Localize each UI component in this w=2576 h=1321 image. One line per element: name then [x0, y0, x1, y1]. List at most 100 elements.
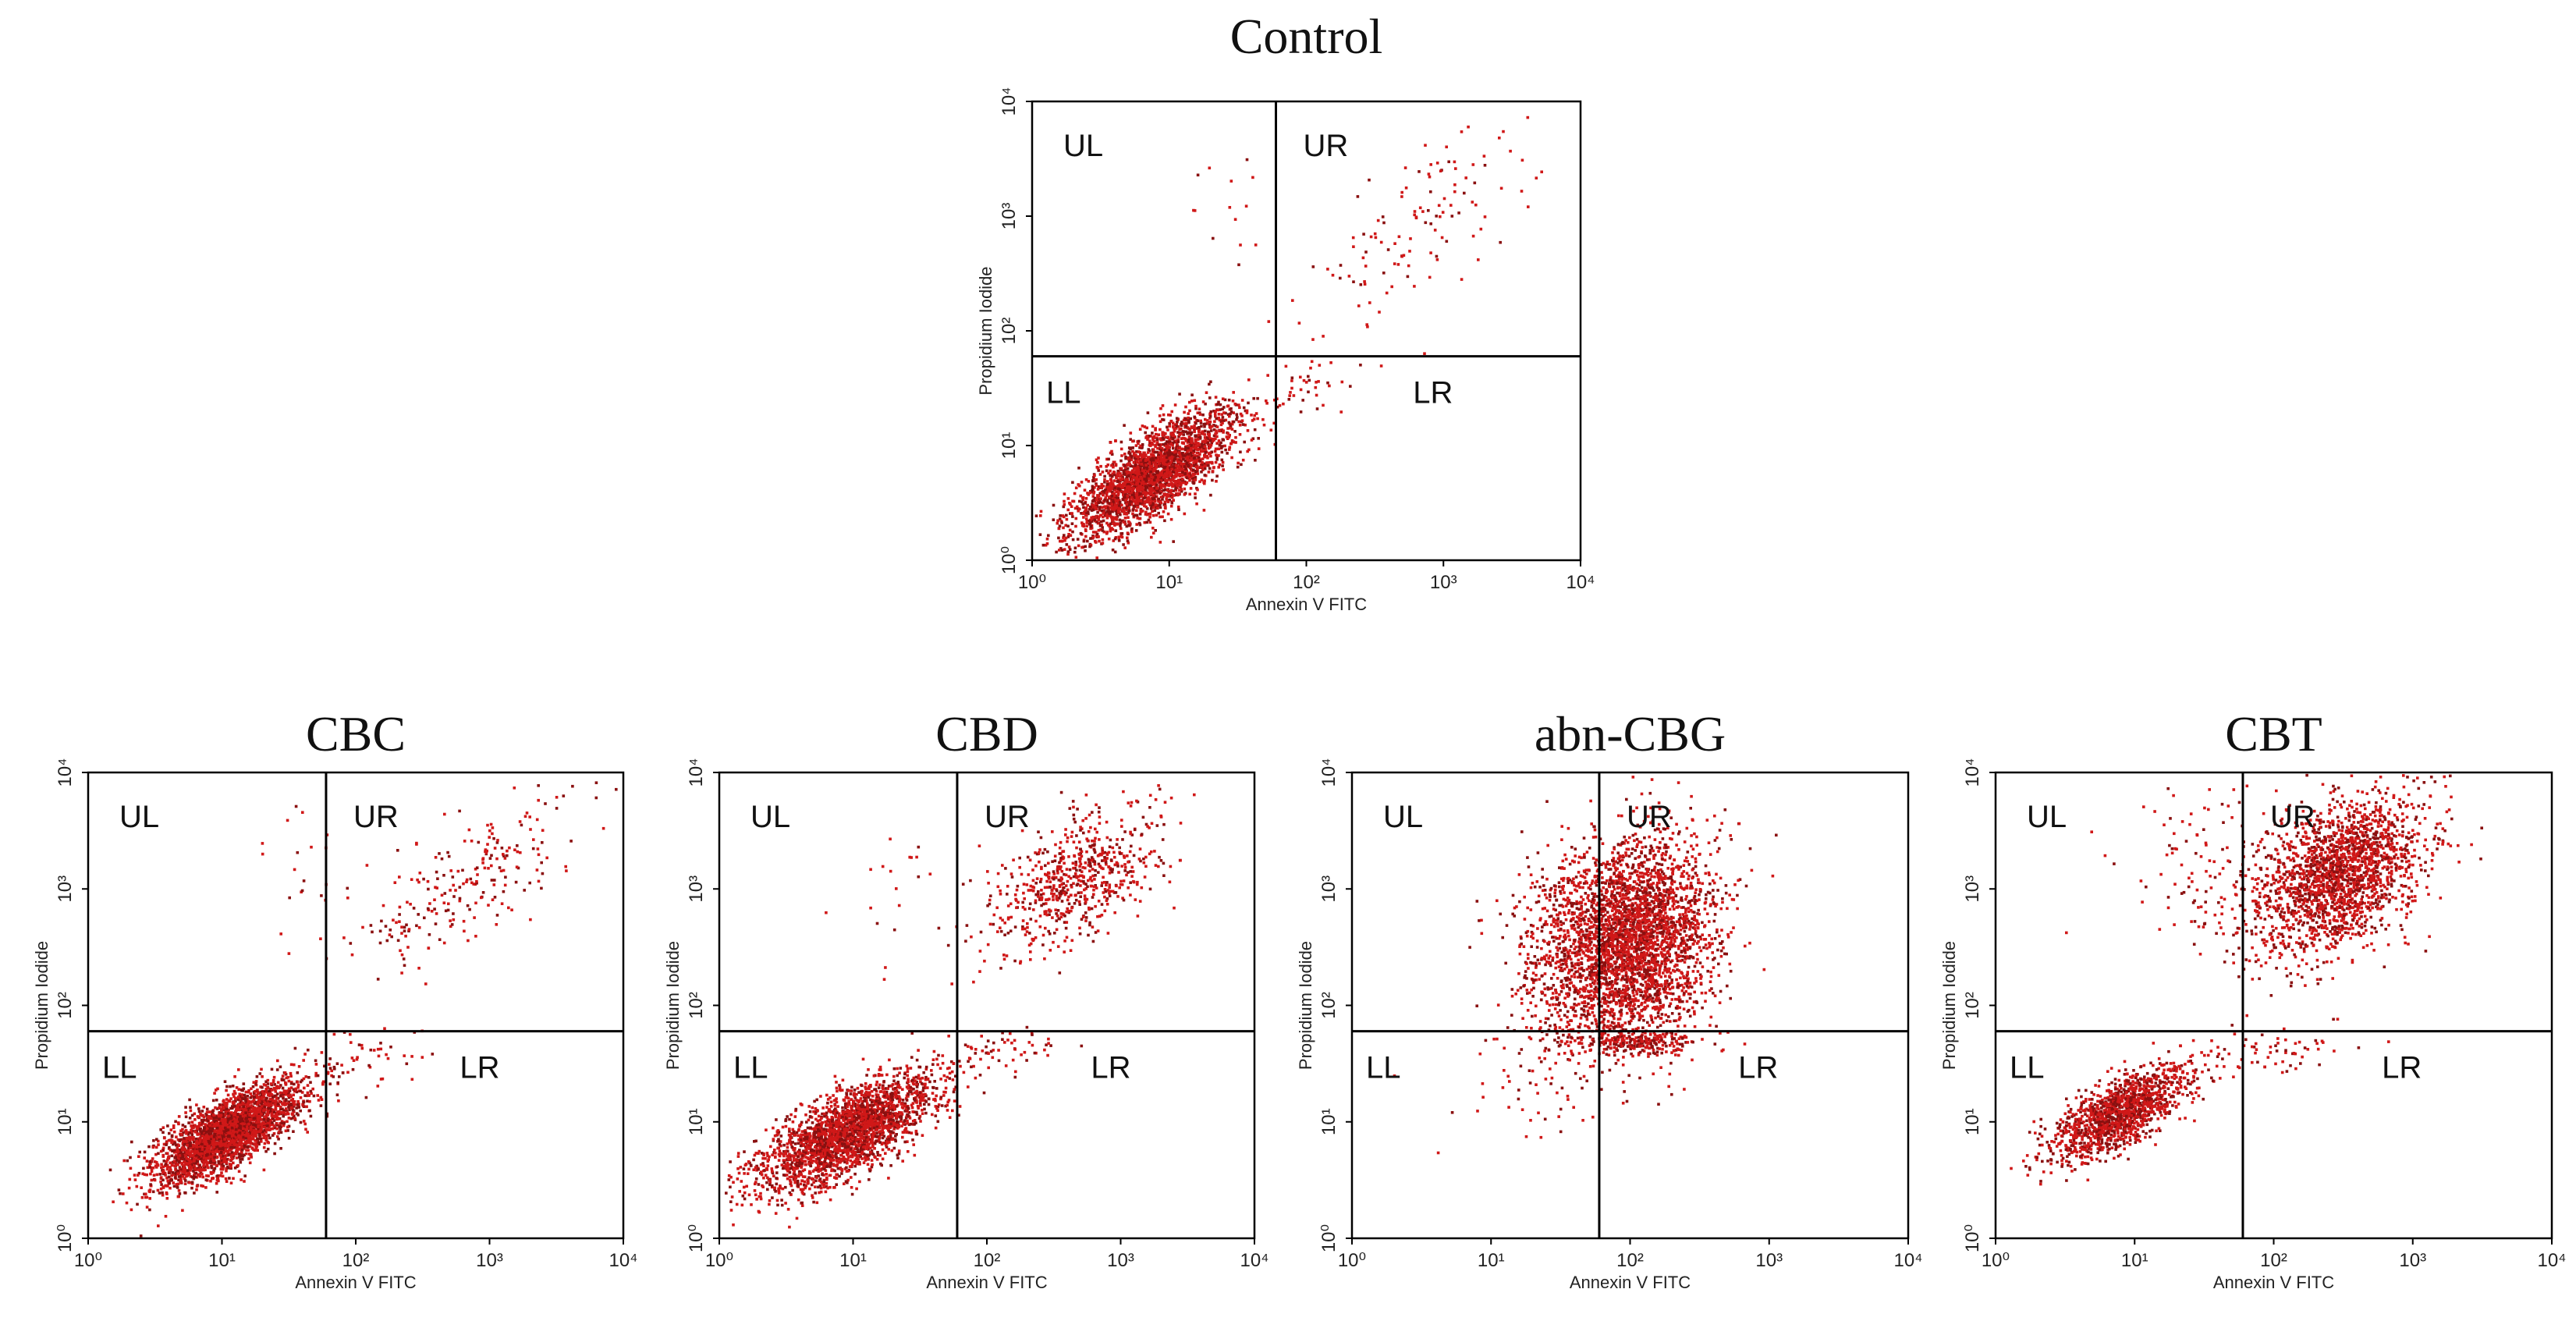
event-point	[237, 1143, 240, 1147]
event-point	[1138, 473, 1141, 477]
event-point	[1172, 474, 1176, 478]
event-point	[178, 1139, 181, 1142]
event-point	[1121, 478, 1124, 481]
event-point	[1290, 379, 1293, 382]
event-point	[247, 1088, 250, 1092]
event-point	[321, 1080, 325, 1084]
event-point	[1135, 509, 1138, 512]
event-point	[1077, 510, 1080, 513]
event-point	[254, 1080, 258, 1083]
event-point	[1104, 505, 1107, 508]
event-point	[1070, 505, 1073, 508]
event-point	[1160, 486, 1163, 489]
event-point	[1173, 435, 1176, 439]
event-point	[1228, 434, 1231, 437]
event-point	[161, 1146, 165, 1150]
event-point	[1174, 480, 1177, 484]
event-point	[246, 1095, 249, 1098]
event-point	[1103, 499, 1106, 502]
event-point	[227, 1120, 230, 1124]
event-point	[197, 1116, 201, 1119]
event-point	[1123, 512, 1127, 516]
event-point	[1170, 482, 1173, 486]
event-point	[1175, 423, 1178, 426]
event-point	[246, 1113, 250, 1117]
event-point	[1135, 523, 1138, 526]
event-point	[1141, 471, 1145, 474]
event-point	[1044, 543, 1048, 547]
event-point	[1201, 400, 1205, 403]
event-point	[1152, 482, 1155, 486]
event-point	[1244, 204, 1248, 208]
event-point	[1162, 418, 1166, 421]
event-point	[237, 1148, 241, 1151]
event-point	[1428, 275, 1432, 279]
event-point	[288, 1103, 291, 1107]
event-point	[272, 1086, 276, 1090]
event-point	[198, 1167, 201, 1170]
event-point	[245, 1117, 248, 1120]
event-point	[1148, 456, 1151, 459]
event-point	[1129, 487, 1133, 491]
event-point	[1126, 508, 1129, 512]
event-point	[1167, 475, 1170, 479]
event-point	[1164, 435, 1168, 439]
event-point	[1189, 487, 1193, 490]
event-point	[168, 1131, 171, 1135]
event-point	[1150, 488, 1154, 492]
event-point	[1100, 482, 1104, 486]
event-point	[1155, 432, 1158, 436]
event-point	[254, 1146, 258, 1150]
event-point	[1166, 425, 1169, 429]
event-point	[170, 1139, 174, 1142]
event-point	[1091, 517, 1094, 521]
event-point	[1363, 280, 1366, 283]
event-point	[1137, 517, 1141, 520]
event-point	[1155, 441, 1159, 444]
event-point	[1159, 443, 1163, 446]
event-point	[1067, 545, 1071, 549]
event-point	[1148, 460, 1151, 463]
event-point	[183, 1177, 186, 1180]
event-point	[304, 1075, 308, 1078]
event-point	[1196, 419, 1200, 423]
event-point	[197, 1125, 200, 1129]
event-point	[1073, 506, 1077, 510]
event-point	[1128, 498, 1132, 501]
event-point	[177, 1178, 180, 1182]
event-point	[1111, 510, 1114, 513]
event-point	[1084, 517, 1088, 520]
event-point	[202, 1152, 206, 1156]
event-point	[1190, 441, 1194, 445]
event-point	[1204, 451, 1208, 454]
event-point	[1146, 496, 1150, 500]
event-point	[190, 1113, 194, 1117]
event-point	[1151, 460, 1155, 463]
event-point	[1153, 473, 1157, 477]
event-point	[1115, 506, 1119, 510]
event-point	[225, 1149, 228, 1153]
event-point	[1069, 512, 1072, 515]
event-point	[1082, 539, 1086, 543]
event-point	[1182, 418, 1186, 422]
event-point	[1479, 227, 1483, 231]
event-point	[1197, 456, 1200, 459]
event-point	[1198, 446, 1202, 449]
event-point	[1095, 541, 1098, 544]
event-point	[170, 1163, 174, 1167]
event-point	[1269, 428, 1273, 431]
event-point	[1208, 420, 1212, 424]
event-point	[1071, 538, 1075, 542]
event-point	[1057, 536, 1060, 540]
event-point	[1124, 489, 1128, 493]
event-point	[1137, 499, 1141, 502]
event-point	[204, 1146, 207, 1149]
event-point	[1230, 422, 1234, 426]
event-point	[1379, 364, 1383, 368]
event-point	[1397, 235, 1401, 239]
event-point	[1154, 503, 1158, 506]
event-point	[286, 1075, 290, 1079]
event-point	[122, 1159, 126, 1163]
event-point	[243, 1115, 247, 1118]
event-point	[317, 1099, 321, 1102]
